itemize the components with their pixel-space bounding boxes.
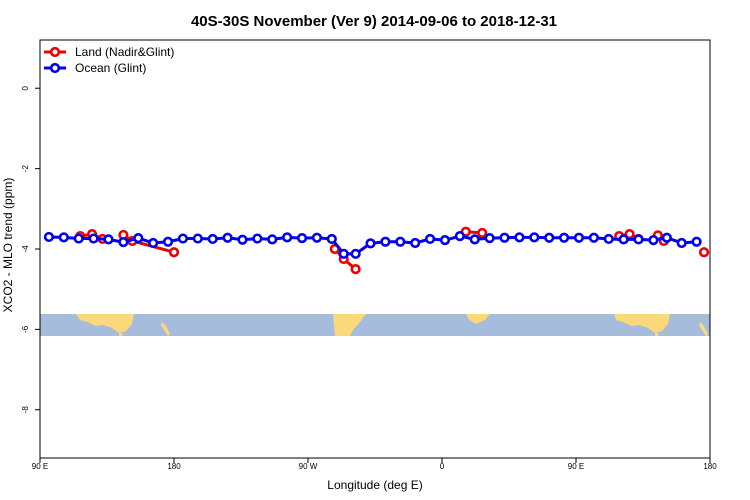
series-0-point-5	[168, 247, 180, 258]
series-1-point-12	[222, 232, 233, 243]
series-1-point-1	[58, 232, 69, 243]
series-1-point-18	[311, 232, 323, 243]
y-tick-label-3: -6	[21, 325, 30, 333]
series-0-point-10	[477, 227, 488, 239]
series-1-point-29	[469, 234, 480, 245]
series-1-point-35	[558, 232, 570, 243]
series-1-point-9	[177, 233, 189, 244]
series-1-point-26	[424, 233, 436, 245]
x-tick-label-5: 180	[703, 462, 717, 471]
series-1-point-19	[326, 233, 337, 245]
plot-frame	[39, 39, 711, 459]
series-1-point-24	[395, 236, 406, 247]
series-1-point-34	[544, 232, 555, 243]
series-1-point-3	[88, 233, 99, 244]
series-1-point-38	[603, 233, 614, 245]
y-axis-label: XCO2 - MLO trend (ppm)	[1, 178, 15, 313]
chart-title: 40S-30S November (Ver 9) 2014-09-06 to 2…	[191, 13, 557, 30]
y-tick-label-1: -2	[21, 165, 30, 173]
x-tick-label-0: 90 E	[32, 462, 48, 471]
x-tick-label-1: 180	[167, 462, 181, 471]
series-1-point-33	[529, 232, 540, 243]
map-land-australia	[76, 314, 134, 333]
y-tick-label-0: 0	[21, 85, 30, 90]
legend-marker-land	[49, 46, 61, 58]
series-1-point-36	[573, 232, 585, 243]
series-1-point-10	[192, 233, 203, 244]
series-1-point-25	[410, 237, 421, 249]
series-1-point-8	[162, 236, 174, 247]
series-1	[43, 231, 702, 259]
series-1-point-11	[207, 233, 218, 245]
series-1-point-15	[267, 234, 278, 245]
legend-label-ocean: Ocean (Glint)	[75, 61, 146, 75]
map-ocean	[40, 314, 710, 336]
series-1-point-20	[338, 248, 349, 259]
map-land-australia-repeat	[614, 314, 670, 333]
series-1-point-2	[73, 233, 84, 244]
series-1-point-30	[484, 233, 495, 244]
series-1-point-23	[380, 236, 391, 247]
series-0	[75, 226, 710, 275]
series-1-point-4	[103, 234, 114, 245]
series-1-point-16	[282, 232, 293, 243]
series-1-point-42	[661, 232, 672, 243]
x-tick-label-3: 0	[440, 462, 445, 471]
map-land-new-zealand-repeat	[699, 322, 708, 336]
x-tick-label-4: 90 E	[568, 462, 584, 471]
series-1-point-27	[439, 235, 451, 246]
legend: Land (Nadir&Glint) Ocean (Glint)	[44, 45, 174, 75]
series-1-point-40	[633, 234, 644, 245]
world-map-band	[40, 314, 710, 336]
y-tick-label-4: -8	[21, 406, 30, 414]
series-1-point-14	[252, 233, 263, 244]
series-1-point-0	[43, 231, 55, 243]
series-1-point-22	[365, 238, 376, 249]
y-tick-label-2: -4	[21, 245, 30, 253]
series-0-point-16	[698, 247, 710, 258]
series-1-point-31	[499, 232, 510, 243]
series-1-point-17	[296, 233, 308, 244]
series-0-point-8	[350, 263, 361, 275]
x-axis: 90 E 180 90 W 0 90 E 180	[32, 458, 717, 471]
series-1-point-41	[648, 235, 659, 246]
legend-marker-ocean	[49, 62, 61, 74]
x-tick-label-2: 90 W	[299, 462, 318, 471]
series-1-point-7	[148, 237, 159, 249]
series-1-point-44	[691, 236, 702, 247]
series-layer	[43, 226, 710, 275]
series-1-point-5	[118, 237, 129, 248]
map-land-new-zealand	[161, 322, 170, 336]
map-land-tasmania	[119, 333, 123, 336]
series-1-point-43	[676, 237, 687, 249]
series-1-point-28	[454, 231, 465, 242]
series-1-point-6	[133, 233, 144, 244]
series-1-point-21	[350, 248, 361, 259]
series-1-point-37	[588, 232, 599, 243]
x-axis-label: Longitude (deg E)	[327, 478, 422, 492]
y-axis: 0 -2 -4 -6 -8	[21, 85, 40, 413]
map-land-tasmania-repeat	[655, 333, 659, 336]
series-1-point-13	[237, 234, 248, 245]
map-land-south-america	[333, 314, 366, 336]
map-land-southern-africa	[466, 314, 490, 324]
legend-label-land: Land (Nadir&Glint)	[75, 45, 174, 59]
series-1-point-39	[618, 234, 629, 245]
series-1-point-32	[514, 232, 525, 243]
